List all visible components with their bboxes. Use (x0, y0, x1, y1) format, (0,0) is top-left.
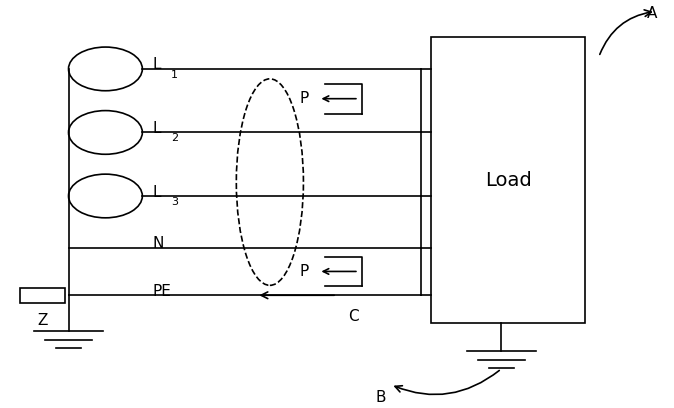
Bar (431, 37, 585, 323)
Text: 1: 1 (171, 70, 178, 80)
Text: P: P (299, 264, 309, 279)
Text: P: P (299, 91, 309, 106)
Text: C: C (348, 309, 359, 324)
Text: A: A (647, 6, 658, 21)
Bar (20, 288, 65, 303)
Text: L: L (152, 184, 161, 200)
Text: Z: Z (38, 313, 48, 328)
Text: B: B (375, 390, 386, 405)
Text: 3: 3 (171, 197, 178, 207)
Text: L: L (152, 121, 161, 136)
Text: N: N (152, 236, 164, 251)
Text: L: L (152, 58, 161, 73)
Text: 2: 2 (171, 133, 179, 143)
Text: Load: Load (485, 171, 532, 190)
Text: PE: PE (152, 284, 171, 299)
